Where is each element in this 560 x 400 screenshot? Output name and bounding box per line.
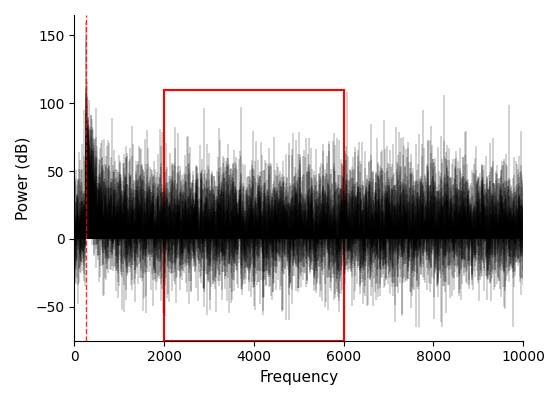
Bar bbox=[164, 90, 344, 341]
X-axis label: Frequency: Frequency bbox=[259, 370, 338, 385]
Y-axis label: Power (dB): Power (dB) bbox=[15, 136, 30, 220]
